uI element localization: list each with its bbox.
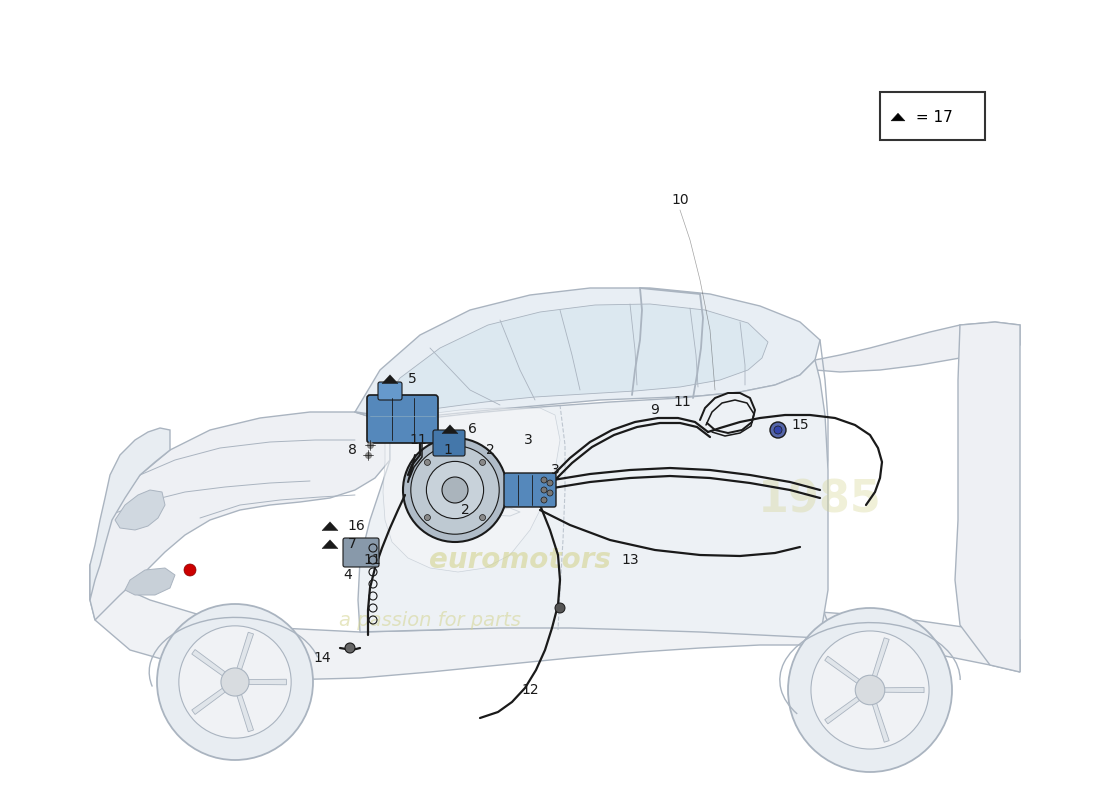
- Polygon shape: [236, 694, 253, 732]
- Polygon shape: [872, 638, 889, 678]
- Circle shape: [547, 490, 553, 496]
- Text: 6: 6: [468, 422, 476, 436]
- Circle shape: [788, 608, 952, 772]
- Polygon shape: [90, 565, 1020, 680]
- Polygon shape: [955, 322, 1020, 672]
- Circle shape: [541, 487, 547, 493]
- Circle shape: [184, 564, 196, 576]
- Polygon shape: [355, 288, 820, 420]
- Circle shape: [427, 462, 484, 518]
- FancyBboxPatch shape: [433, 430, 465, 456]
- Circle shape: [541, 497, 547, 503]
- FancyBboxPatch shape: [343, 538, 379, 567]
- Polygon shape: [442, 425, 458, 434]
- Polygon shape: [191, 650, 225, 676]
- Polygon shape: [248, 679, 286, 685]
- Polygon shape: [383, 408, 560, 572]
- Text: = 17: = 17: [911, 110, 953, 125]
- Circle shape: [547, 480, 553, 486]
- Polygon shape: [375, 304, 768, 415]
- Polygon shape: [872, 702, 889, 742]
- Polygon shape: [90, 412, 390, 620]
- Text: a passion for parts: a passion for parts: [339, 610, 521, 630]
- Polygon shape: [322, 540, 338, 549]
- Circle shape: [855, 675, 884, 705]
- Text: 9: 9: [650, 403, 659, 417]
- Polygon shape: [883, 687, 924, 693]
- Circle shape: [442, 477, 468, 503]
- Text: 8: 8: [348, 443, 356, 457]
- Circle shape: [480, 459, 485, 466]
- Text: 2: 2: [461, 503, 470, 517]
- Text: 10: 10: [671, 193, 689, 207]
- Polygon shape: [191, 688, 225, 714]
- Text: 2: 2: [485, 443, 494, 457]
- Text: 11: 11: [673, 395, 691, 409]
- Circle shape: [770, 422, 786, 438]
- Text: 4: 4: [343, 568, 352, 582]
- Polygon shape: [116, 490, 165, 530]
- Circle shape: [425, 514, 430, 521]
- Polygon shape: [825, 696, 860, 724]
- Text: 12: 12: [521, 683, 539, 697]
- Circle shape: [541, 477, 547, 483]
- Text: 16: 16: [348, 519, 365, 534]
- Circle shape: [480, 514, 485, 521]
- Text: 5: 5: [408, 372, 416, 386]
- Circle shape: [221, 668, 249, 696]
- Polygon shape: [383, 420, 400, 435]
- FancyBboxPatch shape: [378, 382, 402, 400]
- Polygon shape: [815, 322, 1020, 372]
- Polygon shape: [125, 568, 175, 595]
- Text: 11: 11: [409, 433, 427, 447]
- Circle shape: [410, 446, 499, 534]
- Circle shape: [157, 604, 314, 760]
- Polygon shape: [322, 522, 338, 530]
- Text: 1: 1: [443, 443, 452, 457]
- Text: 3: 3: [524, 433, 532, 447]
- Text: 13: 13: [621, 553, 639, 567]
- Circle shape: [556, 603, 565, 613]
- Text: 14: 14: [314, 651, 331, 665]
- Text: 11: 11: [363, 553, 381, 567]
- Polygon shape: [358, 360, 828, 638]
- Polygon shape: [825, 656, 860, 684]
- Polygon shape: [236, 632, 253, 670]
- FancyBboxPatch shape: [504, 473, 556, 507]
- Text: 3: 3: [551, 463, 560, 477]
- Polygon shape: [382, 374, 398, 384]
- Polygon shape: [891, 114, 905, 121]
- Circle shape: [425, 459, 430, 466]
- Circle shape: [403, 438, 507, 542]
- Text: euromotors: euromotors: [429, 546, 610, 574]
- Polygon shape: [90, 428, 170, 600]
- FancyBboxPatch shape: [880, 92, 984, 140]
- Circle shape: [774, 426, 782, 434]
- Text: 15: 15: [791, 418, 808, 432]
- FancyBboxPatch shape: [367, 395, 438, 443]
- Circle shape: [345, 643, 355, 653]
- Text: 1985: 1985: [758, 478, 882, 522]
- Text: 7: 7: [348, 538, 356, 551]
- Circle shape: [811, 631, 929, 749]
- Circle shape: [179, 626, 292, 738]
